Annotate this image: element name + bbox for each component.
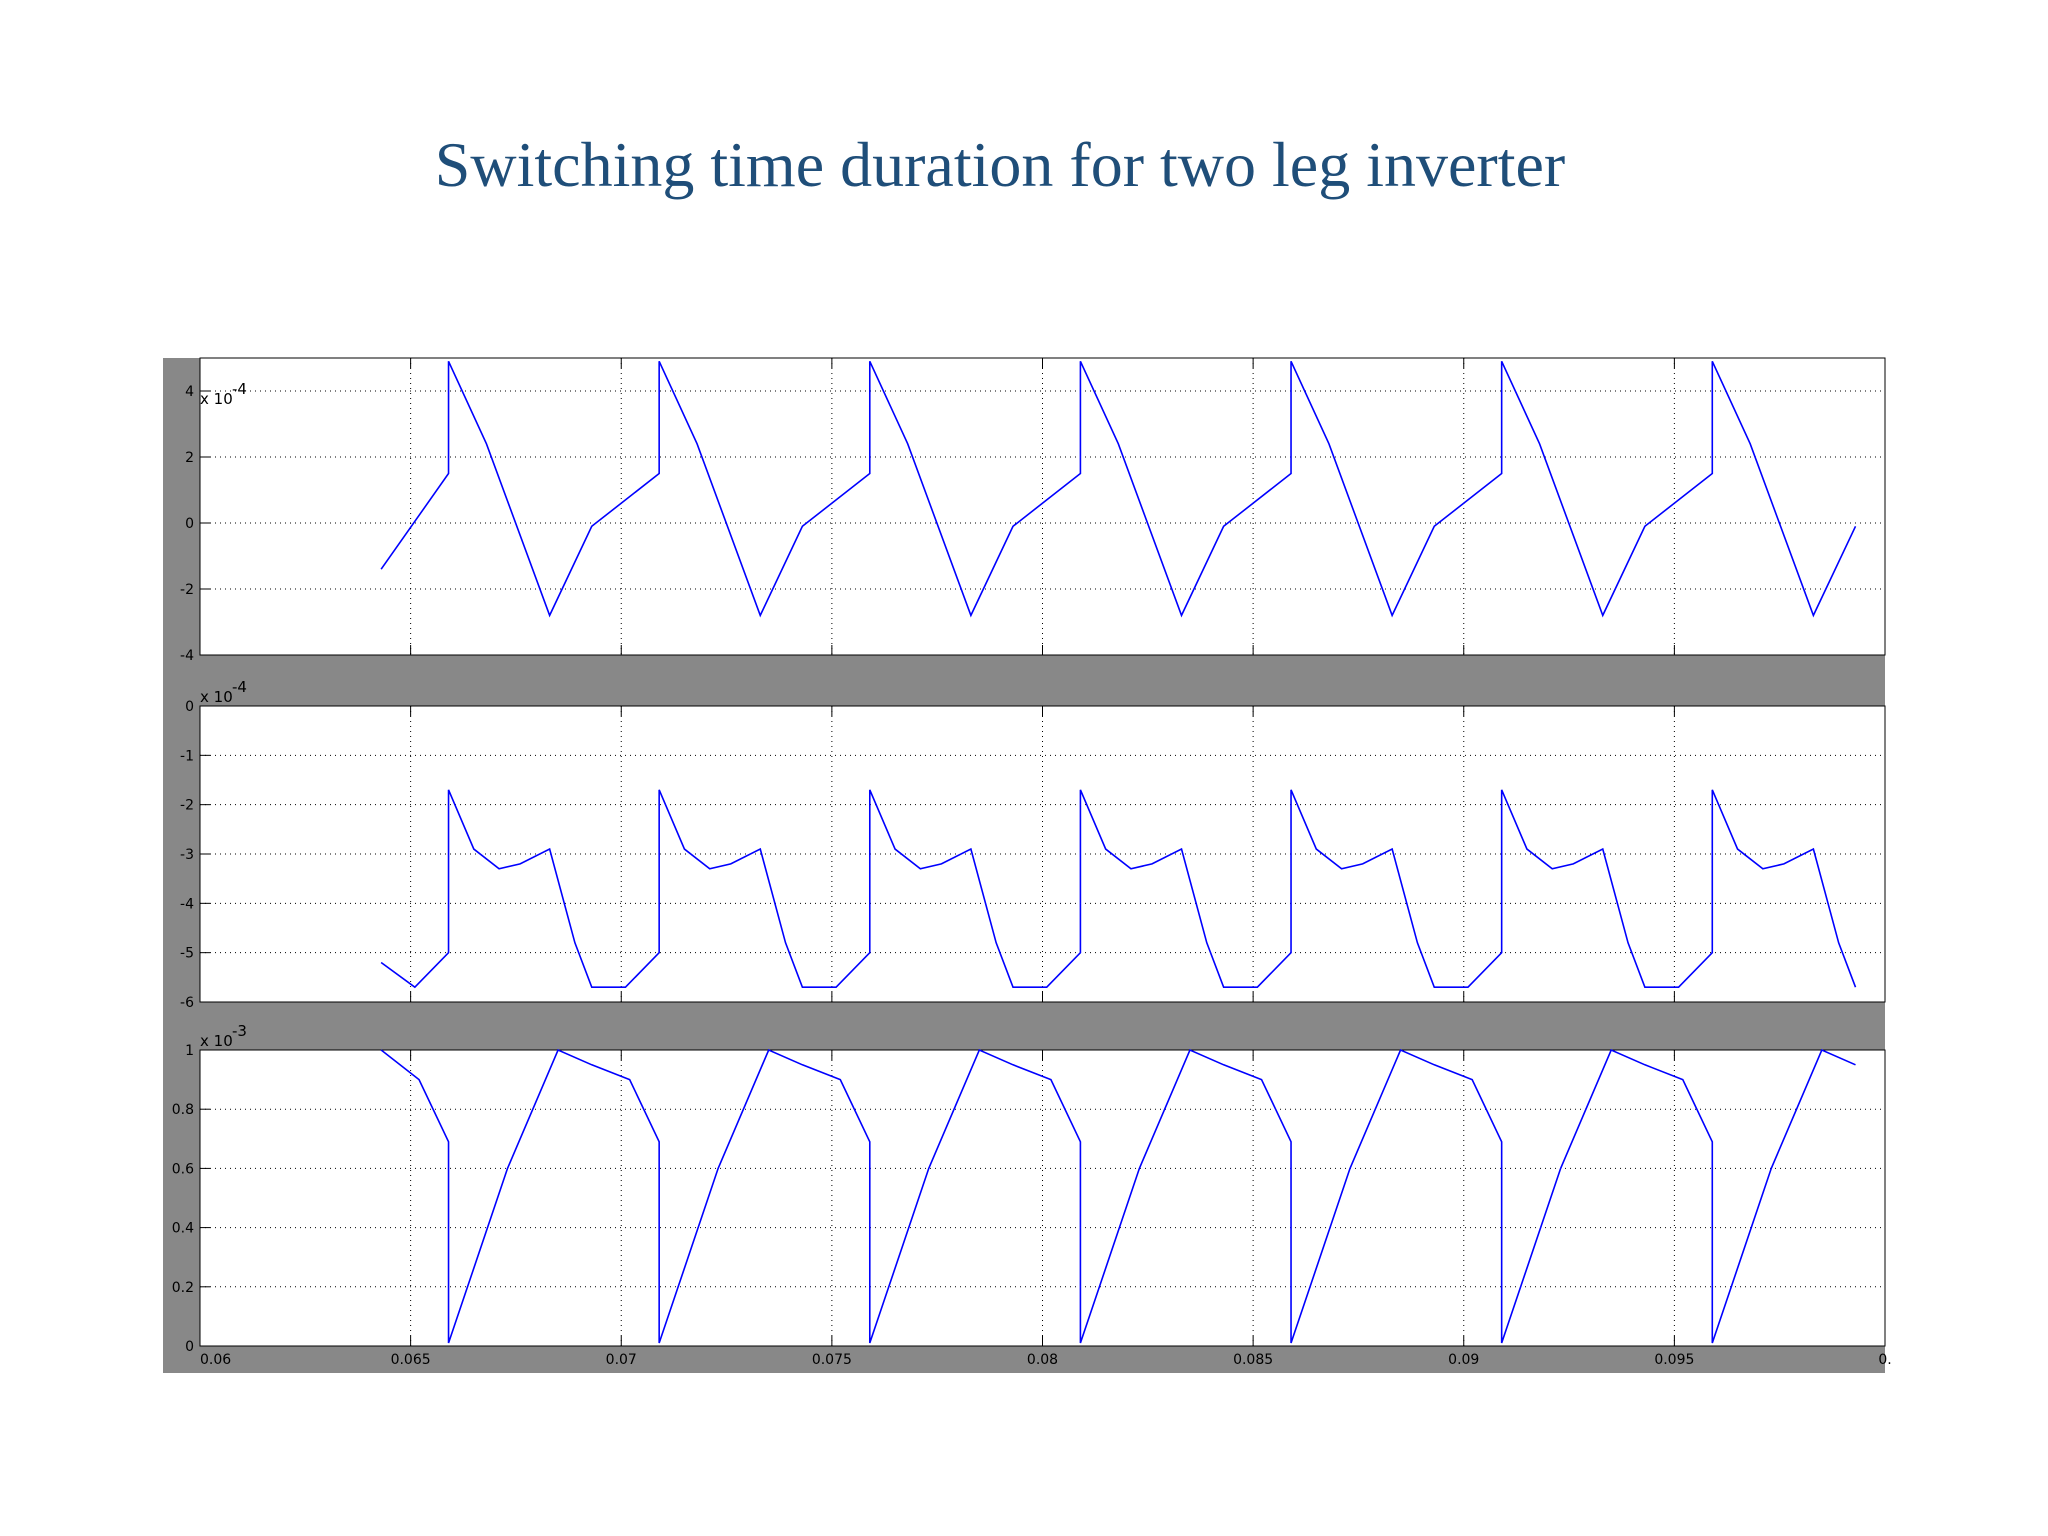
y-exponent-power: -3 bbox=[232, 1022, 247, 1040]
series-line bbox=[380, 789, 1857, 989]
y-tick-label: 0.2 bbox=[172, 1280, 194, 1296]
x-tick-label: 0.07 bbox=[606, 1352, 637, 1368]
y-tick-label: 0.8 bbox=[172, 1102, 194, 1118]
y-tick-label: 4 bbox=[185, 384, 194, 400]
y-tick-label: -2 bbox=[180, 798, 194, 814]
y-exponent-label: x 10 bbox=[200, 1032, 233, 1050]
x-tick-label: 0.06 bbox=[200, 1352, 231, 1368]
y-tick-label: 1 bbox=[185, 1043, 194, 1059]
y-tick-label: -6 bbox=[180, 995, 194, 1011]
y-tick-label: -5 bbox=[180, 946, 194, 962]
y-tick-label: -1 bbox=[180, 748, 194, 764]
y-tick-label: -2 bbox=[180, 582, 194, 598]
y-tick-label: 0 bbox=[185, 1339, 194, 1355]
y-tick-label: 0.4 bbox=[172, 1221, 194, 1237]
scope-panel-2: -6-5-4-3-2-10x 10-4 bbox=[180, 678, 1886, 1011]
panel-plot-area bbox=[199, 357, 1886, 656]
x-tick-label: 0.065 bbox=[391, 1352, 431, 1368]
panel-plot-area bbox=[199, 1049, 1886, 1347]
y-tick-label: -3 bbox=[180, 847, 194, 863]
x-tick-label: 0.085 bbox=[1233, 1352, 1273, 1368]
x-tick-label: 0. bbox=[1878, 1352, 1891, 1368]
y-tick-label: -4 bbox=[180, 648, 194, 664]
y-tick-label: 2 bbox=[185, 450, 194, 466]
y-exponent-power: -4 bbox=[232, 380, 247, 398]
y-tick-label: -4 bbox=[180, 896, 194, 912]
x-tick-label: 0.095 bbox=[1654, 1352, 1694, 1368]
y-exponent-label: x 10 bbox=[200, 688, 233, 706]
y-exponent-label: x 10 bbox=[200, 390, 233, 408]
y-exponent-power: -4 bbox=[232, 678, 247, 696]
series-line bbox=[380, 1048, 1856, 1344]
x-tick-label: 0.075 bbox=[812, 1352, 852, 1368]
y-tick-label: 0 bbox=[185, 699, 194, 715]
scope-panel-3: 0 0.2 0.4 0.6 0.8 1 x 10-3 bbox=[172, 1022, 1886, 1355]
x-tick-label: 0.09 bbox=[1448, 1352, 1479, 1368]
y-tick-label: 0.6 bbox=[172, 1161, 194, 1177]
series-line bbox=[380, 360, 1857, 618]
x-tick-label: 0.08 bbox=[1027, 1352, 1058, 1368]
panel-plot-area bbox=[199, 705, 1886, 1003]
slide-title: Switching time duration for two leg inve… bbox=[434, 129, 1566, 200]
y-tick-label: 0 bbox=[185, 516, 194, 532]
